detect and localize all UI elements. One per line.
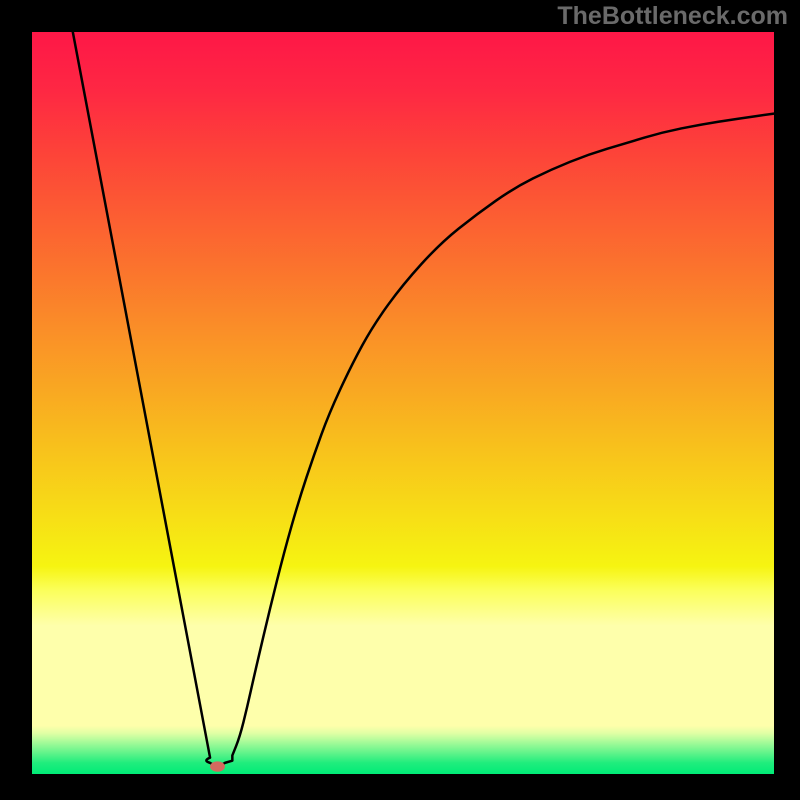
optimal-point-marker bbox=[210, 761, 225, 771]
watermark-text: TheBottleneck.com bbox=[557, 2, 788, 31]
plot-area bbox=[32, 32, 774, 774]
chart-container: TheBottleneck.com bbox=[0, 0, 800, 800]
